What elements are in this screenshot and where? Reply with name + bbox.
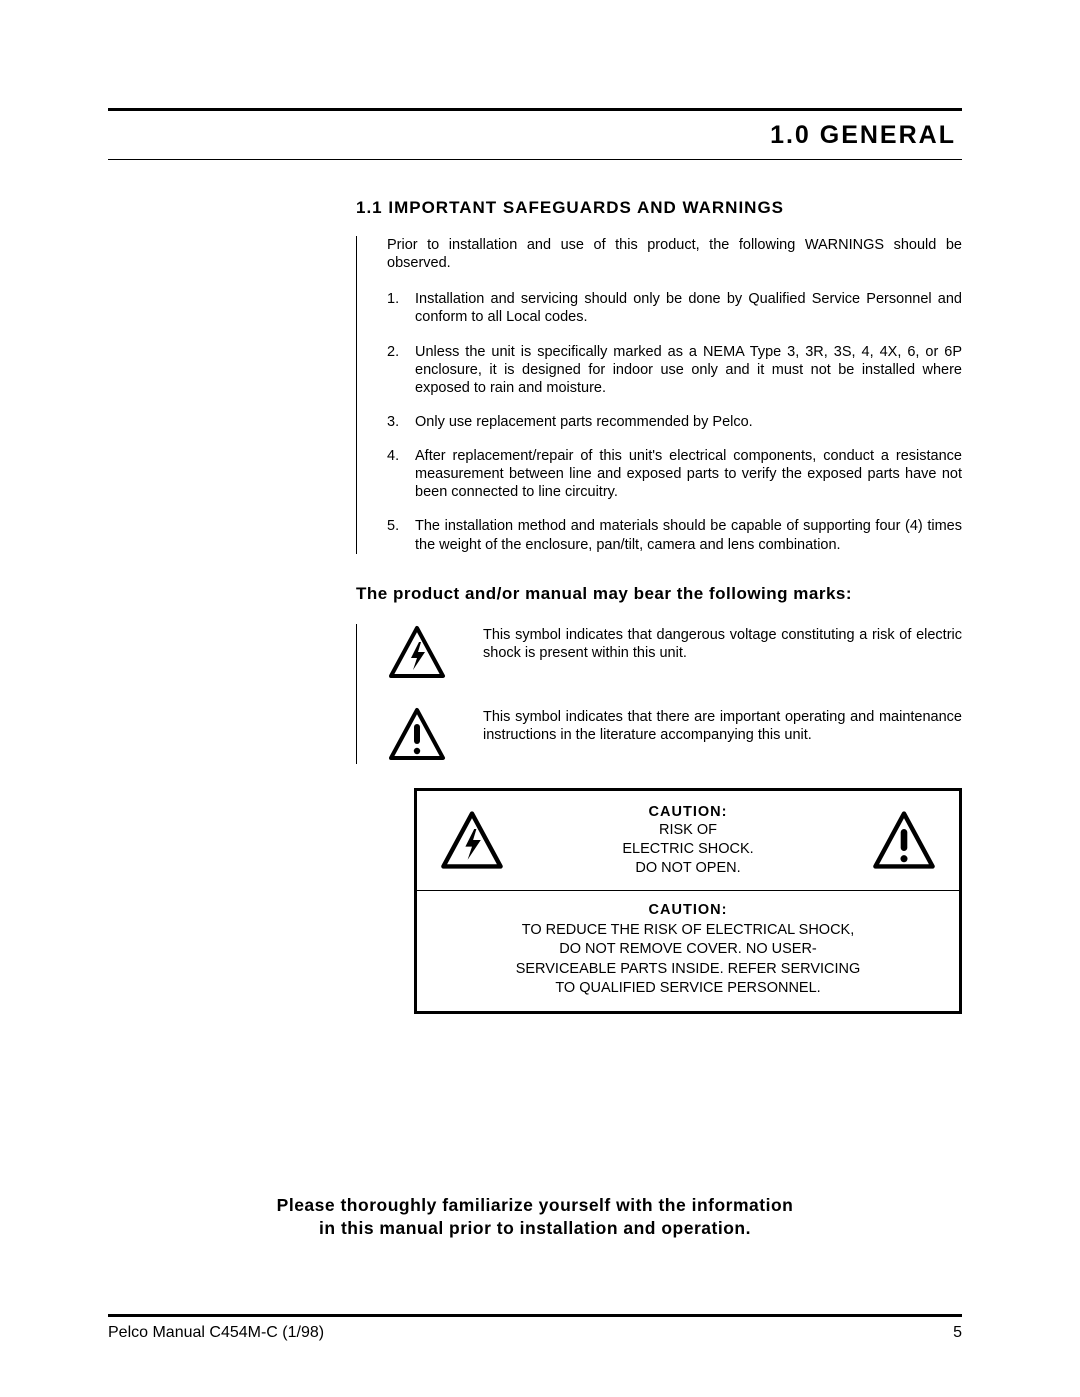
chapter-title: 1.0 GENERAL: [770, 121, 956, 150]
top-rule-2: [108, 159, 962, 160]
item-text: Installation and servicing should only b…: [415, 290, 962, 326]
mark-exclaim-text: This symbol indicates that there are imp…: [483, 706, 962, 745]
marks-heading: The product and/or manual may bear the f…: [356, 584, 962, 604]
item-number: 3.: [387, 413, 415, 431]
caution-bottom: CAUTION: TO REDUCE THE RISK OF ELECTRICA…: [417, 891, 959, 1011]
mark-voltage-text: This symbol indicates that dangerous vol…: [483, 624, 962, 663]
caution-line: DO NOT REMOVE COVER. NO USER-: [437, 940, 939, 960]
mark-exclaim-row: This symbol indicates that there are imp…: [387, 706, 962, 764]
warning-item: 5.The installation method and materials …: [387, 517, 962, 553]
caution-line: TO REDUCE THE RISK OF ELECTRICAL SHOCK,: [437, 921, 939, 941]
page-footer: Pelco Manual C454M-C (1/98) 5: [108, 1324, 962, 1342]
warning-item: 2.Unless the unit is specifically marked…: [387, 343, 962, 397]
item-number: 1.: [387, 290, 415, 326]
section-heading: 1.1 IMPORTANT SAFEGUARDS AND WARNINGS: [356, 198, 962, 218]
caution-label: CAUTION:: [437, 901, 939, 921]
warnings-block: Prior to installation and use of this pr…: [356, 236, 962, 554]
caution-label: CAUTION:: [622, 803, 753, 822]
caution-line: TO QUALIFIED SERVICE PERSONNEL.: [437, 979, 939, 999]
footer-page-number: 5: [953, 1324, 962, 1342]
warning-item: 3.Only use replacement parts recommended…: [387, 413, 962, 431]
closing-note: Please thoroughly familiarize yourself w…: [108, 1194, 962, 1241]
exclaim-triangle-icon: [387, 706, 483, 764]
caution-line: ELECTRIC SHOCK.: [622, 840, 753, 859]
marks-block: This symbol indicates that dangerous vol…: [356, 624, 962, 764]
item-text: Unless the unit is specifically marked a…: [415, 343, 962, 397]
caution-box: CAUTION: RISK OF ELECTRIC SHOCK. DO NOT …: [414, 788, 962, 1014]
item-text: The installation method and materials sh…: [415, 517, 962, 553]
item-number: 4.: [387, 447, 415, 501]
item-text: Only use replacement parts recommended b…: [415, 413, 962, 431]
item-text: After replacement/repair of this unit's …: [415, 447, 962, 501]
closing-line: Please thoroughly familiarize yourself w…: [108, 1194, 962, 1218]
caution-line: SERVICEABLE PARTS INSIDE. REFER SERVICIN…: [437, 960, 939, 980]
item-number: 2.: [387, 343, 415, 397]
footer-rule: [108, 1314, 962, 1317]
exclaim-triangle-icon: [871, 809, 937, 871]
footer-left: Pelco Manual C454M-C (1/98): [108, 1324, 324, 1342]
intro-text: Prior to installation and use of this pr…: [387, 236, 962, 272]
caution-top-text: CAUTION: RISK OF ELECTRIC SHOCK. DO NOT …: [622, 803, 753, 878]
item-number: 5.: [387, 517, 415, 553]
caution-line: RISK OF: [622, 821, 753, 840]
mark-voltage-row: This symbol indicates that dangerous vol…: [387, 624, 962, 682]
warning-item: 4.After replacement/repair of this unit'…: [387, 447, 962, 501]
caution-line: DO NOT OPEN.: [622, 859, 753, 878]
voltage-triangle-icon: [387, 624, 483, 682]
closing-line: in this manual prior to installation and…: [108, 1217, 962, 1241]
warnings-list: 1.Installation and servicing should only…: [387, 290, 962, 553]
voltage-triangle-icon: [439, 809, 505, 871]
caution-top: CAUTION: RISK OF ELECTRIC SHOCK. DO NOT …: [417, 791, 959, 891]
warning-item: 1.Installation and servicing should only…: [387, 290, 962, 326]
